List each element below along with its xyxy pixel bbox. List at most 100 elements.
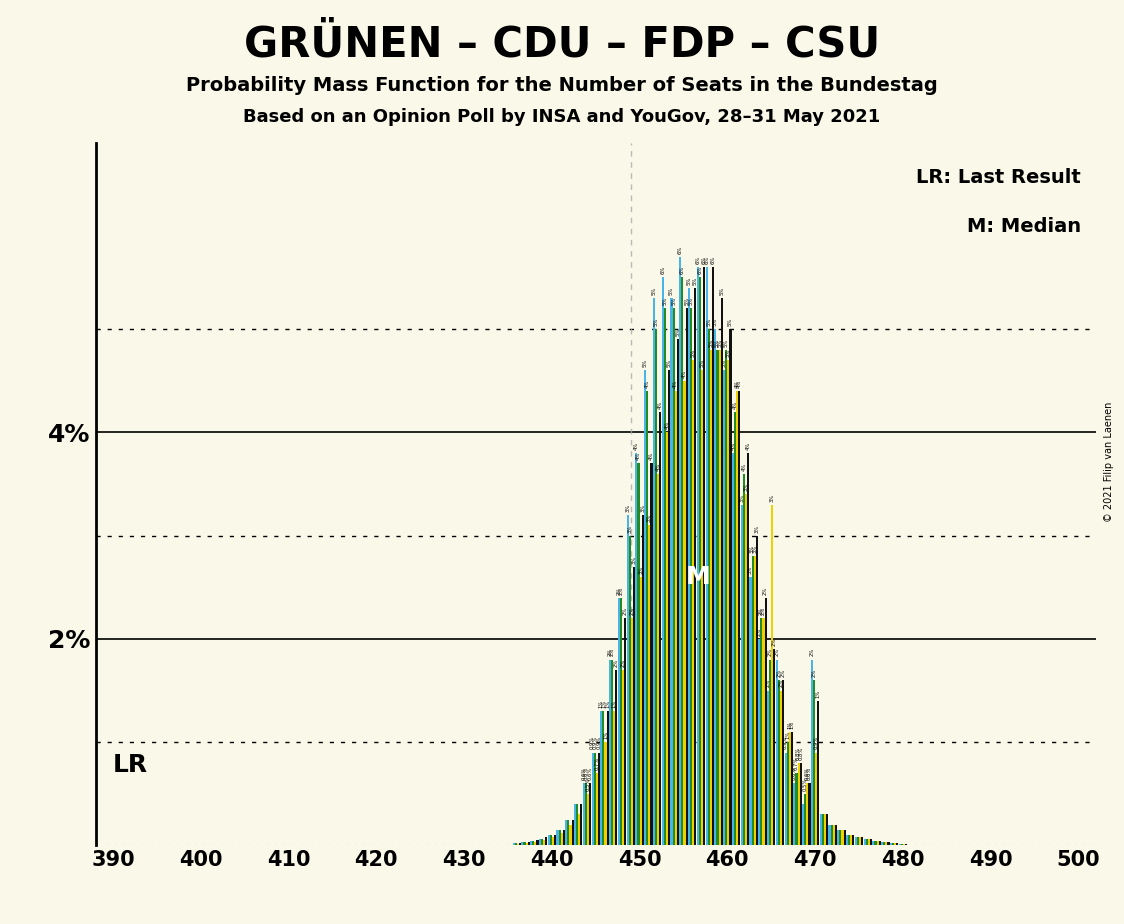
Text: LR: Last Result: LR: Last Result — [916, 168, 1081, 187]
Text: 2%: 2% — [809, 649, 815, 656]
Bar — [745, 494, 747, 845]
Text: 1%: 1% — [789, 721, 795, 729]
Text: 0.5%: 0.5% — [803, 777, 808, 791]
Bar — [671, 298, 672, 845]
Bar — [515, 844, 517, 845]
Bar — [620, 598, 622, 845]
Bar — [615, 670, 617, 845]
Bar — [791, 732, 794, 845]
Bar — [614, 711, 615, 845]
Bar — [798, 763, 799, 845]
Bar — [782, 680, 785, 845]
Text: 5%: 5% — [671, 298, 677, 305]
Text: 4%: 4% — [636, 452, 641, 460]
Text: 3%: 3% — [740, 493, 744, 502]
Bar — [596, 773, 598, 845]
Bar — [720, 298, 723, 845]
Text: 2%: 2% — [781, 669, 786, 677]
Bar — [854, 837, 856, 845]
Bar — [734, 412, 736, 845]
Text: 6%: 6% — [701, 256, 707, 264]
Text: 1%: 1% — [816, 689, 821, 698]
Bar — [843, 830, 845, 845]
Text: M: Median: M: Median — [967, 217, 1081, 236]
Bar — [602, 711, 605, 845]
Bar — [819, 814, 822, 845]
Text: 5%: 5% — [724, 338, 728, 346]
Text: 0.6%: 0.6% — [805, 767, 810, 781]
Bar — [813, 680, 815, 845]
Bar — [754, 556, 755, 845]
Bar — [840, 830, 842, 845]
Bar — [527, 843, 529, 845]
Bar — [550, 835, 552, 845]
Text: 0.8%: 0.8% — [796, 747, 801, 760]
Bar — [580, 804, 582, 845]
Text: 4%: 4% — [731, 442, 735, 450]
Text: 4%: 4% — [733, 400, 737, 408]
Bar — [741, 505, 743, 845]
Text: 5%: 5% — [699, 359, 705, 368]
Text: 6%: 6% — [704, 256, 709, 264]
Text: 1%: 1% — [601, 699, 606, 708]
Text: 2%: 2% — [618, 586, 624, 594]
Text: 5%: 5% — [687, 276, 691, 285]
Bar — [642, 515, 644, 845]
Text: 0.9%: 0.9% — [783, 736, 788, 749]
Text: 0.5%: 0.5% — [586, 777, 590, 791]
Text: © 2021 Filip van Laenen: © 2021 Filip van Laenen — [1105, 402, 1114, 522]
Bar — [796, 773, 798, 845]
Bar — [826, 814, 828, 845]
Text: 1%: 1% — [604, 731, 608, 739]
Bar — [692, 360, 695, 845]
Text: 2%: 2% — [608, 649, 613, 656]
Text: 2%: 2% — [768, 649, 772, 656]
Bar — [835, 825, 837, 845]
Bar — [598, 752, 600, 845]
Bar — [637, 463, 640, 845]
Bar — [605, 742, 607, 845]
Text: 3%: 3% — [747, 565, 753, 574]
Bar — [699, 277, 701, 845]
Bar — [635, 453, 637, 845]
Bar — [863, 839, 865, 845]
Bar — [764, 598, 767, 845]
Text: 5%: 5% — [713, 318, 718, 326]
Bar — [771, 505, 773, 845]
Text: 2%: 2% — [761, 607, 765, 615]
Bar — [778, 680, 780, 845]
Bar — [522, 843, 524, 845]
Text: 6%: 6% — [660, 266, 665, 274]
Bar — [767, 690, 769, 845]
Bar — [679, 257, 681, 845]
Text: M: M — [686, 565, 710, 589]
Bar — [683, 381, 686, 845]
Bar — [574, 804, 577, 845]
Bar — [541, 839, 543, 845]
Text: 3%: 3% — [647, 514, 652, 522]
Bar — [552, 837, 554, 845]
Text: 0.9%: 0.9% — [814, 736, 818, 749]
Bar — [870, 839, 872, 845]
Text: 5%: 5% — [662, 298, 668, 305]
Bar — [709, 350, 711, 845]
Text: 6%: 6% — [698, 266, 702, 274]
Bar — [644, 371, 646, 845]
Text: 2%: 2% — [756, 627, 762, 636]
Text: 2%: 2% — [772, 638, 777, 646]
Text: 0.8%: 0.8% — [798, 747, 804, 760]
Text: 4%: 4% — [736, 380, 742, 388]
Bar — [861, 837, 863, 845]
Bar — [577, 804, 578, 845]
Bar — [708, 329, 709, 845]
Text: 4%: 4% — [745, 442, 751, 450]
Text: 5%: 5% — [691, 348, 696, 357]
Bar — [817, 701, 819, 845]
Bar — [672, 309, 674, 845]
Text: 0.7%: 0.7% — [794, 757, 799, 770]
Text: 0.9%: 0.9% — [592, 736, 597, 749]
Bar — [810, 660, 813, 845]
Text: 5%: 5% — [719, 286, 724, 295]
Text: 6%: 6% — [678, 246, 682, 254]
Bar — [524, 843, 526, 845]
